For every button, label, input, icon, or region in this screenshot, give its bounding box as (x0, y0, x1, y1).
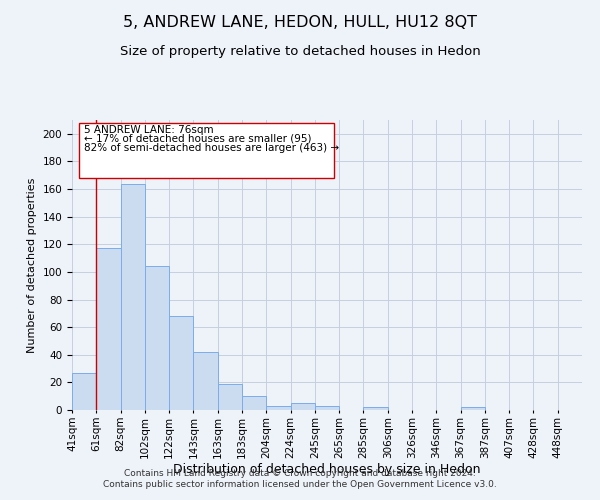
Bar (364, 407, 388, 410)
Bar (290, 403, 315, 410)
Bar (242, 396, 266, 410)
Text: 5, ANDREW LANE, HEDON, HULL, HU12 8QT: 5, ANDREW LANE, HEDON, HULL, HU12 8QT (123, 15, 477, 30)
Text: ← 17% of detached houses are smaller (95): ← 17% of detached houses are smaller (95… (84, 134, 311, 144)
Text: 5 ANDREW LANE: 76sqm: 5 ANDREW LANE: 76sqm (84, 125, 214, 135)
Y-axis label: Number of detached properties: Number of detached properties (27, 178, 37, 352)
FancyBboxPatch shape (79, 123, 334, 178)
Text: Contains HM Land Registry data © Crown copyright and database right 2024.: Contains HM Land Registry data © Crown c… (124, 468, 476, 477)
Text: Contains public sector information licensed under the Open Government Licence v3: Contains public sector information licen… (103, 480, 497, 489)
Bar (121, 184, 145, 410)
Bar (461, 407, 485, 410)
Bar (218, 384, 242, 410)
Text: 82% of semi-detached houses are larger (463) →: 82% of semi-detached houses are larger (… (84, 144, 339, 154)
Bar (315, 406, 339, 410)
Text: Size of property relative to detached houses in Hedon: Size of property relative to detached ho… (119, 45, 481, 58)
Bar (193, 352, 218, 410)
X-axis label: Distribution of detached houses by size in Hedon: Distribution of detached houses by size … (173, 463, 481, 476)
Bar (72, 372, 96, 410)
Bar (266, 406, 290, 410)
Bar (145, 266, 169, 410)
Bar (96, 248, 121, 410)
Bar (169, 316, 193, 410)
